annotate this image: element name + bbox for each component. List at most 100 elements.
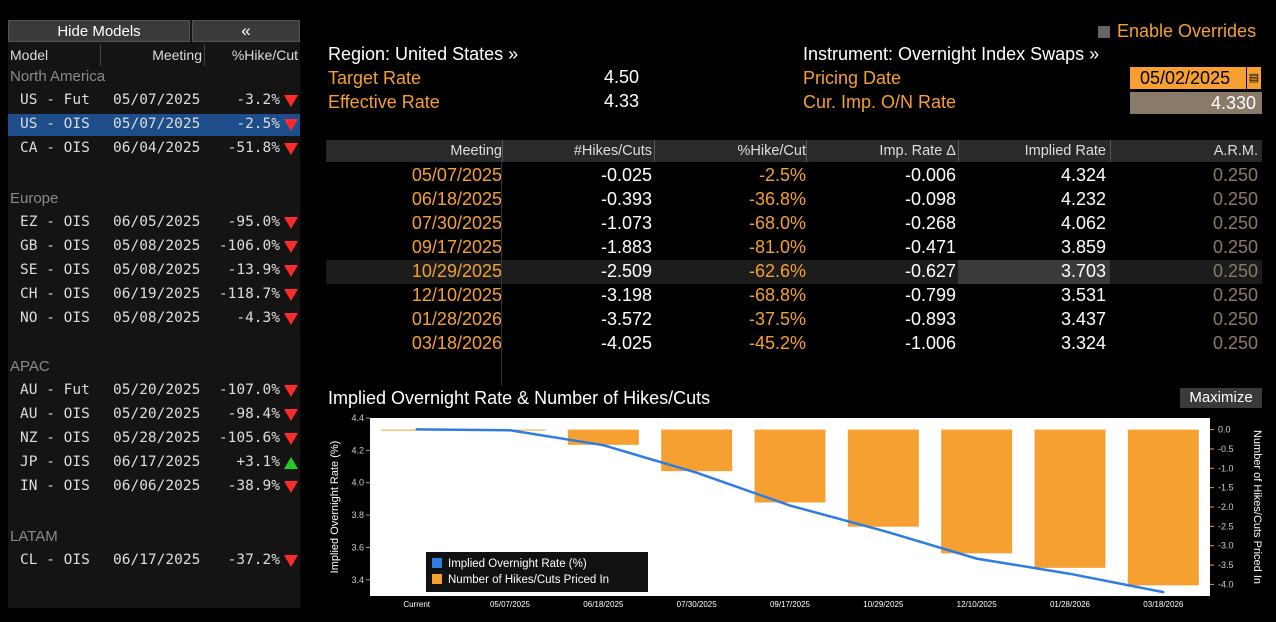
imp-delta-cell: -0.268 <box>904 213 956 233</box>
table-row[interactable]: 06/18/2025 -0.393 -36.8% -0.098 4.232 0.250 <box>326 188 1262 212</box>
model-row[interactable]: CH - OIS 06/19/2025 -118.7% <box>8 284 300 306</box>
collapse-sidebar-button[interactable]: « <box>192 20 300 42</box>
right-tick-label: -1.0 <box>1218 463 1234 473</box>
implied-rate-point <box>695 471 698 474</box>
col-arm[interactable]: A.R.M. <box>1213 143 1258 159</box>
implied-rate-cell: 3.703 <box>1060 261 1106 281</box>
model-row[interactable]: SE - OIS 05/08/2025 -13.9% <box>8 260 300 282</box>
col-hikes-cuts[interactable]: #Hikes/Cuts <box>573 143 652 159</box>
left-tick-label: 4.4 <box>351 413 364 423</box>
model-name: NO - OIS <box>20 310 90 326</box>
x-tick-label: 01/28/2026 <box>1050 600 1091 609</box>
col-meeting[interactable]: Meeting <box>450 143 502 159</box>
model-row[interactable]: CL - OIS 06/17/2025 -37.2% <box>8 550 300 572</box>
model-row[interactable]: NZ - OIS 05/28/2025 -105.6% <box>8 428 300 450</box>
down-arrow-icon <box>284 119 298 131</box>
model-name: GB - OIS <box>20 238 90 254</box>
hikes-cuts-cell: -1.883 <box>600 237 652 257</box>
model-row[interactable]: US - Fut 05/07/2025 -3.2% <box>8 90 300 112</box>
right-tick-label: -0.5 <box>1218 444 1234 454</box>
meetings-table-header: Meeting #Hikes/Cuts %Hike/Cut Imp. Rate … <box>326 140 1262 162</box>
table-row[interactable]: 09/17/2025 -1.883 -81.0% -0.471 3.859 0.250 <box>326 236 1262 260</box>
model-name: US - Fut <box>20 92 90 108</box>
table-row[interactable]: 03/18/2026 -4.025 -45.2% -1.006 3.324 0.250 <box>326 332 1262 356</box>
hide-models-button[interactable]: Hide Models <box>8 20 190 42</box>
model-pct: -2.5% <box>236 116 280 132</box>
imp-delta-cell: -0.627 <box>904 261 956 281</box>
header-model[interactable]: Model <box>10 47 49 63</box>
model-meeting: 05/08/2025 <box>113 262 201 278</box>
left-tick-label: 4.2 <box>351 445 364 455</box>
down-arrow-icon <box>284 217 298 229</box>
implied-rate-cell: 4.324 <box>1060 165 1106 185</box>
implied-rate-point <box>415 428 418 431</box>
right-axis-label: Number of Hikes/Cuts Priced In <box>1251 430 1262 584</box>
table-row[interactable]: 12/10/2025 -3.198 -68.8% -0.799 3.531 0.250 <box>326 284 1262 308</box>
model-row[interactable]: JP - OIS 06/17/2025 +3.1% <box>8 452 300 474</box>
pricing-date-input[interactable]: 05/02/2025 <box>1130 67 1246 89</box>
calendar-icon[interactable]: ▤ <box>1247 67 1261 89</box>
maximize-button[interactable]: Maximize <box>1180 388 1262 408</box>
table-row[interactable]: 01/28/2026 -3.572 -37.5% -0.893 3.437 0.250 <box>326 308 1262 332</box>
pct-cell: -37.5% <box>748 309 806 329</box>
table-row[interactable]: 10/29/2025 -2.509 -62.6% -0.627 3.703 0.250 <box>326 260 1262 284</box>
down-arrow-icon <box>284 433 298 445</box>
model-name: CA - OIS <box>20 140 90 156</box>
header-meeting[interactable]: Meeting <box>152 47 202 63</box>
col-implied-rate[interactable]: Implied Rate <box>1024 143 1106 159</box>
x-tick-label: Current <box>403 600 430 609</box>
down-arrow-icon <box>284 143 298 155</box>
enable-overrides-label[interactable]: Enable Overrides <box>1117 21 1257 41</box>
model-row[interactable]: GB - OIS 05/08/2025 -106.0% <box>8 236 300 258</box>
model-meeting: 05/28/2025 <box>113 430 201 446</box>
meeting-cell: 09/17/2025 <box>411 237 502 257</box>
region-selector[interactable]: Region: United States » <box>328 44 519 64</box>
meeting-cell: 12/10/2025 <box>411 285 502 305</box>
down-arrow-icon <box>284 555 298 567</box>
header-pct[interactable]: %Hike/Cut <box>231 47 298 63</box>
implied-rate-cell: 4.062 <box>1060 213 1106 233</box>
chart-title: Implied Overnight Rate & Number of Hikes… <box>328 388 711 408</box>
down-arrow-icon <box>284 385 298 397</box>
x-tick-label: 03/18/2026 <box>1143 600 1184 609</box>
model-row[interactable]: IN - OIS 06/06/2025 -38.9% <box>8 476 300 498</box>
arm-cell: 0.250 <box>1212 285 1258 305</box>
model-meeting: 05/07/2025 <box>113 92 201 108</box>
col-imp-rate-delta[interactable]: Imp. Rate Δ <box>879 143 956 159</box>
model-meeting: 06/05/2025 <box>113 214 201 230</box>
implied-rate-cell: 3.859 <box>1060 237 1106 257</box>
legend-item-bars: Number of Hikes/Cuts Priced In <box>448 574 609 586</box>
model-meeting: 05/08/2025 <box>113 310 201 326</box>
implied-rate-point <box>602 443 605 447</box>
enable-overrides-checkbox[interactable] <box>1098 26 1110 38</box>
meeting-cell: 03/18/2026 <box>411 333 502 353</box>
model-row[interactable]: EZ - OIS 06/05/2025 -95.0% <box>8 212 300 234</box>
pct-cell: -2.5% <box>758 165 806 185</box>
hikes-cuts-cell: -4.025 <box>600 333 652 353</box>
instrument-selector[interactable]: Instrument: Overnight Index Swaps » <box>803 44 1100 64</box>
bar-hikes-cuts <box>567 429 639 445</box>
model-row[interactable]: CA - OIS 06/04/2025 -51.8% <box>8 138 300 160</box>
model-name: US - OIS <box>20 116 90 132</box>
arm-cell: 0.250 <box>1212 237 1258 257</box>
table-row[interactable]: 07/30/2025 -1.073 -68.0% -0.268 4.062 0.250 <box>326 212 1262 236</box>
target-rate-label: Target Rate <box>328 68 422 88</box>
model-row[interactable]: US - OIS 05/07/2025 -2.5% <box>8 114 300 136</box>
down-arrow-icon <box>284 409 298 421</box>
x-tick-label: 09/17/2025 <box>770 600 811 609</box>
model-row[interactable]: AU - Fut 05/20/2025 -107.0% <box>8 380 300 402</box>
down-arrow-icon <box>284 313 298 325</box>
arm-cell: 0.250 <box>1212 213 1258 233</box>
col-pct-hike-cut[interactable]: %Hike/Cut <box>737 143 807 159</box>
model-name: JP - OIS <box>20 454 90 470</box>
imp-delta-cell: -1.006 <box>904 333 956 353</box>
bar-hikes-cuts <box>941 429 1013 554</box>
model-pct: -4.3% <box>236 310 280 326</box>
model-pct: -95.0% <box>227 214 280 230</box>
model-name: IN - OIS <box>20 478 90 494</box>
hikes-cuts-cell: -3.572 <box>600 309 652 329</box>
table-row[interactable]: 05/07/2025 -0.025 -2.5% -0.006 4.324 0.250 <box>326 164 1262 188</box>
model-row[interactable]: AU - OIS 05/20/2025 -98.4% <box>8 404 300 426</box>
model-pct: +3.1% <box>236 454 280 470</box>
model-row[interactable]: NO - OIS 05/08/2025 -4.3% <box>8 308 300 330</box>
